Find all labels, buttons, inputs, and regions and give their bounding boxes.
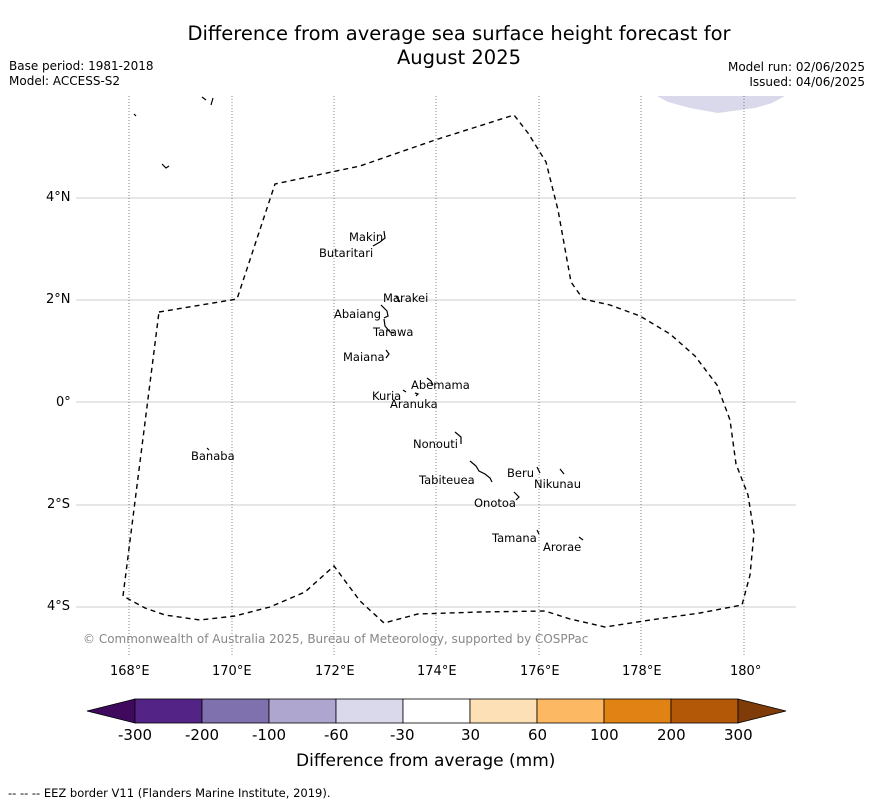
island-label: Kuria <box>372 389 402 403</box>
colorbar-tick-label: 60 <box>528 726 548 744</box>
island-label: Onotoa <box>474 496 516 510</box>
model-name: Model: ACCESS-S2 <box>9 74 121 88</box>
colorbar-bin <box>670 698 739 724</box>
anomaly-patch <box>657 96 785 113</box>
island-label: Nikunau <box>534 477 582 491</box>
colorbar-over-arrow <box>737 698 787 724</box>
lat-tick-label: 2°N <box>46 292 71 307</box>
colorbar-bin <box>603 698 672 724</box>
colorbar-tick-label: 300 <box>724 726 753 744</box>
island-label: Banaba <box>191 449 235 463</box>
lon-tick-label: 176°E <box>520 664 560 679</box>
island-label: Tamana <box>492 531 537 545</box>
colorbar-tick-label: -300 <box>118 726 153 744</box>
lon-tick-label: 172°E <box>315 664 355 679</box>
copyright-notice: © Commonwealth of Australia 2025, Bureau… <box>83 632 589 646</box>
lat-tick-label: 0° <box>56 395 71 410</box>
colorbar-tick-label: -100 <box>252 726 287 744</box>
lon-gridlines <box>128 96 745 656</box>
island-label: Tarawa <box>373 325 414 339</box>
colorbar-bin <box>402 698 471 724</box>
title-line-1: Difference from average sea surface heig… <box>187 22 731 45</box>
colorbar-bin <box>536 698 605 724</box>
meta-left: Base period: 1981-2018 Model: ACCESS-S2 <box>9 59 154 89</box>
colorbar-tick-label: 200 <box>657 726 686 744</box>
lon-tick-label: 174°E <box>417 664 457 679</box>
colorbar-tick-label: -60 <box>324 726 349 744</box>
map-title: Difference from average sea surface heig… <box>0 22 873 70</box>
lat-tick-label: 4°N <box>46 190 71 205</box>
island-label: Tabiteuea <box>419 473 475 487</box>
lon-tick-label: 170°E <box>212 664 252 679</box>
colorbar <box>86 698 787 724</box>
colorbar-bin <box>469 698 538 724</box>
title-line-2: August 2025 <box>396 46 522 69</box>
colorbar-bin <box>335 698 404 724</box>
island-label: Abaiang <box>334 307 382 321</box>
colorbar-bin <box>201 698 270 724</box>
island-label: Abemama <box>411 378 470 392</box>
island-label: Maiana <box>343 350 385 364</box>
base-period: Base period: 1981-2018 <box>9 59 154 73</box>
island-label: Marakei <box>383 291 429 305</box>
colorbar-bin <box>268 698 337 724</box>
model-run: Model run: 02/06/2025 <box>727 60 865 74</box>
island-label: Arorae <box>543 540 582 554</box>
lon-tick-label: 178°E <box>622 664 662 679</box>
colorbar-tick-label: -200 <box>185 726 220 744</box>
eez-footnote: -- -- -- EEZ border V11 (Flanders Marine… <box>8 786 331 800</box>
eez-border <box>122 114 755 628</box>
colorbar-tick-label: -30 <box>390 726 415 744</box>
lon-tick-label: 168°E <box>110 664 150 679</box>
lon-tick-label: 180° <box>730 664 762 679</box>
issued-date: Issued: 04/06/2025 <box>749 75 865 89</box>
island-label: Butaritari <box>319 246 374 260</box>
island-outlines <box>133 96 584 541</box>
colorbar-bin <box>134 698 203 724</box>
lat-tick-label: 2°S <box>47 497 71 512</box>
colorbar-tick-label: 100 <box>590 726 619 744</box>
colorbar-tick-label: 30 <box>461 726 481 744</box>
colorbar-title: Difference from average (mm) <box>296 751 556 771</box>
island-label: Beru <box>507 466 534 480</box>
island-label: Aranuka <box>390 397 438 411</box>
colorbar-under-arrow <box>86 698 136 724</box>
lat-tick-label: 4°S <box>47 599 71 614</box>
island-label: Nonouti <box>413 437 458 451</box>
meta-right: Model run: 02/06/2025 Issued: 04/06/2025 <box>728 60 865 90</box>
island-label: Makin <box>349 230 384 244</box>
